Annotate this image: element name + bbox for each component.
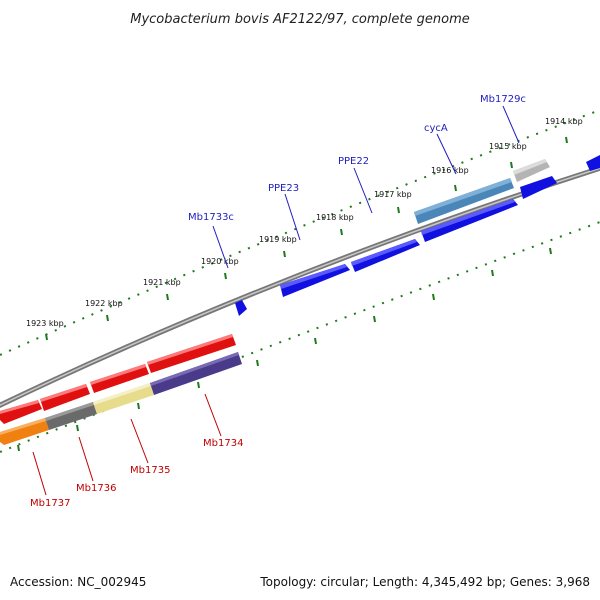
tick-label-1921: 1921 kbp	[143, 278, 181, 287]
tick-label-1919: 1919 kbp	[259, 235, 297, 244]
gene-label-mb1736: Mb1736	[76, 483, 116, 494]
gene-feature-mb1733c[interactable]	[235, 300, 247, 316]
gene-feature-mb1737[interactable]	[0, 418, 49, 445]
gene-feature-forward-blue-4[interactable]	[586, 155, 600, 171]
tick-label-1916: 1916 kbp	[431, 166, 469, 175]
gene-label-ppe22: PPE22	[338, 156, 369, 167]
tick-label-1923: 1923 kbp	[26, 319, 64, 328]
tick-label-1917: 1917 kbp	[374, 190, 412, 199]
gene-feature-mb1734-highlight	[150, 352, 239, 386]
backbone-highlight	[0, 167, 600, 407]
gene-label-mb1735: Mb1735	[130, 465, 170, 476]
bottom-label-leaders	[32, 393, 222, 496]
genome-summary-text: Topology: circular; Length: 4,345,492 bp…	[259, 575, 590, 589]
gene-feature-mb1736-highlight	[45, 402, 94, 421]
gene-feature-mb1729c[interactable]	[513, 159, 550, 182]
gene-feature-red-2[interactable]	[40, 384, 90, 411]
tick-label-1914: 1914 kbp	[545, 117, 583, 126]
tick-label-1918: 1918 kbp	[316, 213, 354, 222]
gene-feature-ppe23-highlight	[280, 264, 347, 289]
gene-label-mb1733c: Mb1733c	[188, 212, 234, 223]
gene-feature-forward-blue-2[interactable]	[421, 199, 518, 242]
red-highlights	[0, 334, 233, 414]
gene-label-cyca: cycA	[424, 123, 448, 134]
outer-major-ticks	[45, 136, 568, 341]
gene-label-mb1734: Mb1734	[203, 438, 243, 449]
gene-feature-ppe22-highlight	[351, 239, 417, 266]
gene-feature-mb1735[interactable]	[93, 383, 154, 414]
inner-major-ticks	[17, 247, 552, 452]
gene-feature-red-1[interactable]	[0, 400, 42, 424]
gene-label-mb1729c: Mb1729c	[480, 94, 526, 105]
gene-feature-mb1734[interactable]	[150, 352, 242, 395]
gene-feature-ppe23[interactable]	[280, 264, 350, 297]
gene-feature-red-4[interactable]	[147, 334, 236, 373]
gene-feature-mb1737-highlight	[0, 418, 46, 435]
inner-tick-ring	[0, 221, 600, 453]
tick-label-1920: 1920 kbp	[201, 257, 239, 266]
gene-label-mb1737: Mb1737	[30, 498, 70, 509]
gene-feature-mb1736[interactable]	[45, 402, 97, 430]
gene-feature-mb1735-highlight	[93, 383, 151, 405]
tick-label-1915: 1915 kbp	[489, 142, 527, 151]
gene-feature-red-3[interactable]	[90, 364, 149, 393]
map-title: Mycobacterium bovis AF2122/97, complete …	[130, 12, 469, 27]
gene-feature-forward-blue-3[interactable]	[520, 176, 557, 199]
gene-label-ppe23: PPE23	[268, 183, 299, 194]
tick-label-1922: 1922 kbp	[85, 299, 123, 308]
top-label-leaders	[212, 105, 520, 269]
gene-feature-cyca-highlight	[414, 178, 512, 216]
gene-feature-forward-blue-2-highlight	[421, 199, 515, 235]
accession-text: Accession: NC_002945	[10, 575, 146, 589]
gene-feature-mb1729c-highlight	[513, 159, 547, 175]
